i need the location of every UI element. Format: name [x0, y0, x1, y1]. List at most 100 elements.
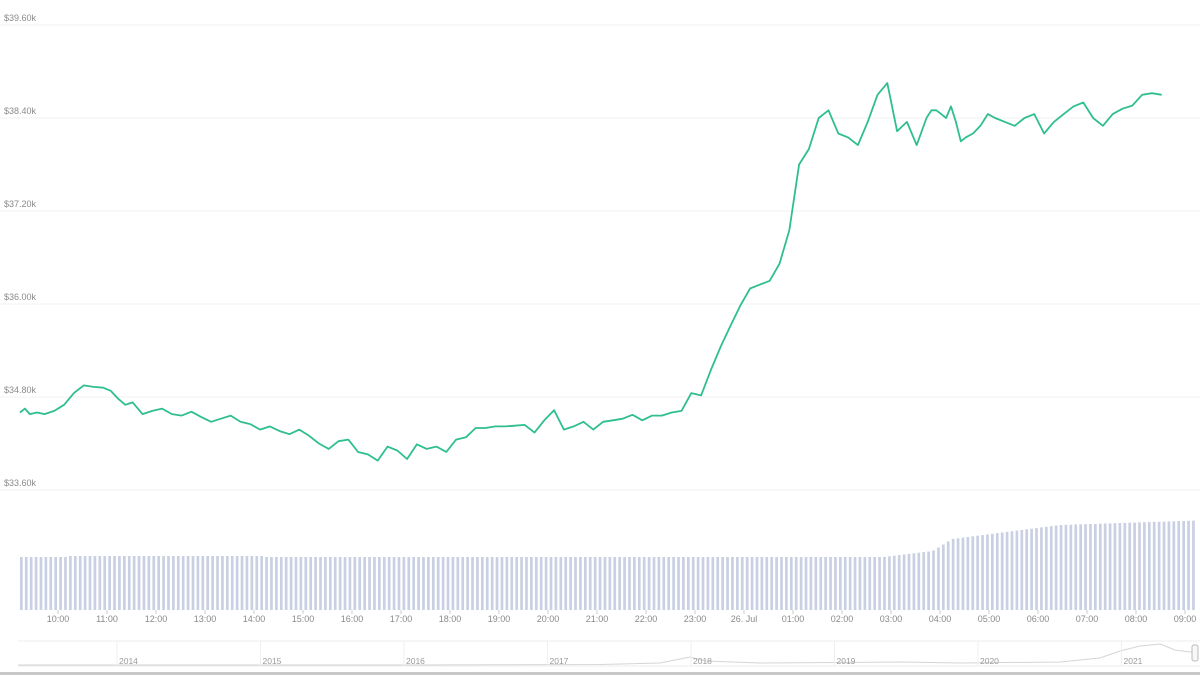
price-line[interactable] [19, 82, 1162, 462]
x-tick-label: 09:00 [1174, 614, 1197, 624]
volume-bar [897, 555, 901, 610]
x-tick-label: 02:00 [831, 614, 854, 624]
volume-bar [83, 556, 87, 610]
volume-bar [858, 557, 862, 610]
volume-bar [946, 541, 950, 610]
x-tick-label: 07:00 [1076, 614, 1099, 624]
volume-bar [333, 557, 337, 610]
volume-bar [721, 557, 724, 610]
volume-bar [907, 553, 911, 610]
volume-bar [1094, 523, 1097, 610]
volume-bar [485, 557, 489, 610]
volume-bar [883, 556, 886, 610]
volume-bar [775, 557, 778, 610]
navigator-history-line [18, 643, 1198, 666]
volume-bar [814, 557, 818, 610]
volume-bar [819, 557, 823, 610]
volume-bar [510, 557, 514, 610]
volume-bar [299, 557, 303, 610]
volume-bar [539, 557, 543, 610]
volume-bar [682, 557, 685, 610]
volume-bar [618, 557, 622, 610]
volume-bar [1147, 522, 1151, 610]
volume-bar [98, 556, 102, 610]
volume-bar [260, 556, 263, 610]
volume-bar [1133, 522, 1136, 610]
y-tick-label: $33.60k [4, 478, 37, 488]
volume-bar [319, 557, 322, 610]
x-tick-label: 13:00 [194, 614, 217, 624]
volume-bar [799, 557, 803, 610]
volume-bar [1172, 521, 1176, 610]
volume-bar [34, 557, 38, 610]
volume-bar [888, 556, 891, 610]
volume-bar [824, 557, 827, 610]
volume-bar [549, 557, 553, 610]
volume-bar [480, 557, 484, 610]
volume-bar [530, 557, 533, 610]
x-tick-label: 03:00 [880, 614, 903, 624]
volume-bar [309, 557, 313, 610]
volume-bar [191, 556, 195, 610]
y-tick-label: $34.80k [4, 385, 37, 395]
volume-bar [991, 533, 994, 610]
volume-bar [127, 556, 131, 610]
volume-bar [583, 557, 587, 610]
volume-bar [78, 556, 82, 610]
volume-bar [1084, 524, 1087, 610]
volume-bar [225, 556, 229, 610]
volume-bar [407, 557, 411, 610]
volume-bar [804, 557, 808, 610]
volume-bar [240, 556, 244, 610]
volume-bar [436, 557, 440, 610]
x-tick-label: 18:00 [439, 614, 462, 624]
volume-bar [147, 556, 151, 610]
volume-bar [932, 550, 935, 610]
volume-bar [59, 557, 62, 610]
x-tick-label: 20:00 [537, 614, 560, 624]
x-tick-label: 14:00 [243, 614, 266, 624]
volume-bar [750, 557, 754, 610]
volume-bar [304, 557, 308, 610]
volume-bar [451, 557, 455, 610]
navigator-year-label: 2019 [837, 656, 856, 666]
volume-bar [118, 556, 121, 610]
volume-bar [1143, 522, 1146, 610]
volume-bar [328, 557, 332, 610]
volume-bar [289, 557, 293, 610]
volume-bar [378, 557, 381, 610]
volume-bar [1177, 521, 1181, 610]
volume-bar [672, 557, 675, 610]
volume-bar [417, 557, 420, 610]
volume-bar [593, 557, 597, 610]
volume-bar [927, 551, 930, 610]
volume-bar [152, 556, 156, 610]
volume-bar [637, 557, 641, 610]
volume-bar [69, 556, 72, 610]
volume-bar [696, 557, 700, 610]
volume-bar [1138, 522, 1141, 610]
x-tick-label: 16:00 [341, 614, 364, 624]
navigator-year-labels: 2014 2015 2016 2017 2018 2019 2020 2021 [116, 641, 1143, 666]
range-navigator[interactable]: 2014 2015 2016 2017 2018 2019 2020 2021 [18, 640, 1200, 667]
volume-bar [677, 557, 680, 610]
volume-bar [1103, 523, 1107, 610]
volume-bar [211, 556, 214, 610]
volume-bar [868, 557, 872, 610]
navigator-handle[interactable] [1191, 644, 1199, 662]
volume-bar [505, 557, 509, 610]
volume-bar [466, 557, 469, 610]
x-axis-labels: 10:00 11:00 12:00 13:00 14:00 15:00 16:00 17:00… [47, 610, 1197, 624]
volume-bar [230, 556, 234, 610]
volume-bar [250, 556, 254, 610]
x-tick-label: 15:00 [292, 614, 315, 624]
volume-bar [1098, 523, 1102, 610]
volume-bar [951, 538, 955, 610]
volume-bar [206, 556, 210, 610]
navigator-year-label: 2018 [693, 656, 712, 666]
volume-bar [740, 557, 744, 610]
volume-bar [314, 557, 317, 610]
volume-bar [544, 557, 548, 610]
